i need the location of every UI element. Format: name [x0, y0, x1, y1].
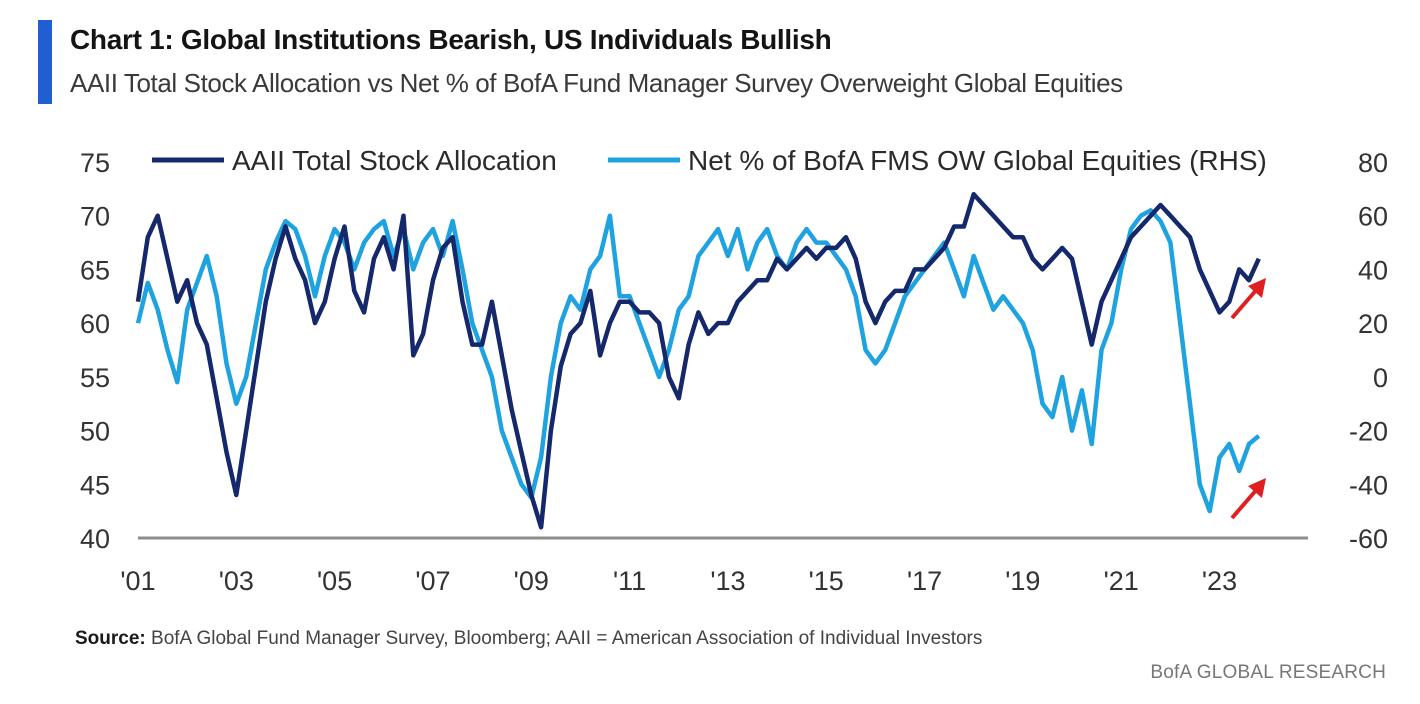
chart-subtitle: AAII Total Stock Allocation vs Net % of … [70, 68, 1123, 98]
y-tick-label-right: 80 [1358, 148, 1388, 178]
y-tick-label-left: 50 [80, 417, 110, 447]
source-text: BofA Global Fund Manager Survey, Bloombe… [151, 628, 983, 649]
arrow-annotation-aaii-head [1248, 278, 1266, 298]
x-tick-label: '15 [809, 566, 844, 596]
y-tick-label-left: 70 [80, 202, 110, 232]
series-line-fms [135, 208, 1261, 514]
x-tick-label: '23 [1202, 566, 1237, 596]
arrow-annotation-fms [1230, 486, 1260, 520]
x-tick-label: '13 [710, 566, 745, 596]
x-tick-label: '03 [219, 566, 254, 596]
title-accent-bar [38, 20, 52, 104]
x-tick-label: '07 [415, 566, 450, 596]
y-tick-label-left: 55 [80, 363, 110, 393]
y-tick-label-left: 75 [80, 148, 110, 178]
arrow-annotation-fms-head [1248, 478, 1266, 498]
y-tick-label-right: -40 [1349, 470, 1388, 500]
y-tick-label-right: 60 [1358, 202, 1388, 232]
y-tick-label-left: 65 [80, 255, 110, 285]
y-tick-label-right: 0 [1373, 363, 1388, 393]
y-tick-label-left: 45 [80, 470, 110, 500]
x-tick-label: '09 [514, 566, 549, 596]
x-tick-label: '17 [907, 566, 942, 596]
source-label: Source: [75, 628, 146, 649]
y-tick-label-right: -20 [1349, 417, 1388, 447]
x-tick-label: '05 [317, 566, 352, 596]
series-line-aaii [135, 191, 1261, 530]
y-tick-label-right: 40 [1358, 255, 1388, 285]
source-note: Source: BofA Global Fund Manager Survey,… [75, 628, 982, 650]
y-tick-label-right: 20 [1358, 309, 1388, 339]
y-tick-label-left: 60 [80, 309, 110, 339]
x-tick-label: '01 [120, 566, 155, 596]
chart-title: Chart 1: Global Institutions Bearish, US… [70, 24, 832, 55]
x-tick-label: '11 [613, 566, 646, 596]
legend-label: AAII Total Stock Allocation [232, 145, 557, 176]
line-chart: 75 70 65 60 55 50 45 40 80 60 40 20 0 -20 -40 -60 '01 '03… [80, 145, 1388, 596]
x-tick-label: '21 [1104, 566, 1139, 596]
x-tick-label: '19 [1005, 566, 1040, 596]
arrow-annotation-aaii [1230, 286, 1260, 320]
y-tick-label-right: -60 [1349, 524, 1388, 554]
y-tick-label-left: 40 [80, 524, 110, 554]
legend-label: Net % of BofA FMS OW Global Equities (RH… [688, 145, 1267, 176]
brand-label: BofA GLOBAL RESEARCH [1150, 662, 1386, 683]
